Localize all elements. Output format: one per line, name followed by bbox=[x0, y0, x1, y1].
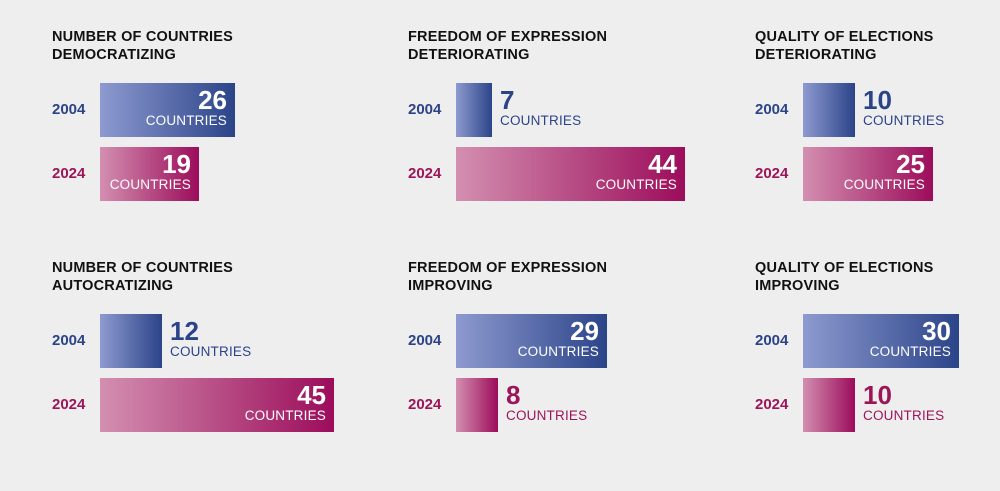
year-label: 2024 bbox=[755, 165, 789, 182]
bar-data-label: 44 COUNTRIES bbox=[456, 147, 677, 201]
chart-title-line: NUMBER OF COUNTRIES bbox=[52, 260, 234, 276]
bar bbox=[456, 378, 498, 432]
chart-title-line: NUMBER OF COUNTRIES bbox=[52, 29, 234, 45]
bar-value: 45 bbox=[297, 380, 326, 410]
bar-unit: COUNTRIES bbox=[506, 408, 588, 423]
bar-unit: COUNTRIES bbox=[843, 177, 925, 192]
bar-value: 10 bbox=[863, 85, 892, 115]
bar-data-label: 26 COUNTRIES bbox=[100, 83, 227, 137]
chart-panel: QUALITY OF ELECTIONS DETERIORATING 2004 10 C… bbox=[755, 28, 1000, 228]
bar-value: 26 bbox=[198, 85, 227, 115]
year-label: 2024 bbox=[755, 396, 789, 413]
bar-unit: COUNTRIES bbox=[145, 113, 227, 128]
chart-title-line: IMPROVING bbox=[408, 278, 493, 294]
chart-title-line: QUALITY OF ELECTIONS bbox=[755, 260, 934, 276]
bar-unit: COUNTRIES bbox=[595, 177, 677, 192]
year-label: 2024 bbox=[408, 396, 442, 413]
chart-panel: FREEDOM OF EXPRESSION IMPROVING 2004 29 COUN… bbox=[408, 259, 708, 459]
year-label: 2004 bbox=[408, 332, 442, 349]
chart-title-line: FREEDOM OF EXPRESSION bbox=[408, 29, 608, 45]
chart-panel: NUMBER OF COUNTRIES DEMOCRATIZING 2004 26 CO… bbox=[52, 28, 352, 228]
bar-value: 7 bbox=[500, 85, 515, 115]
bar-data-label: 12 COUNTRIES bbox=[170, 314, 251, 368]
chart-title: NUMBER OF COUNTRIES DEMOCRATIZING bbox=[52, 28, 352, 64]
chart-title: FREEDOM OF EXPRESSION DETERIORATING bbox=[408, 28, 708, 64]
chart-title-line: FREEDOM OF EXPRESSION bbox=[408, 260, 608, 276]
chart-panel: FREEDOM OF EXPRESSION DETERIORATING 2004 7 C… bbox=[408, 28, 708, 228]
chart-title-line: DETERIORATING bbox=[408, 47, 530, 63]
bar-value: 30 bbox=[922, 316, 951, 346]
year-label: 2004 bbox=[755, 332, 789, 349]
bar-unit: COUNTRIES bbox=[500, 113, 582, 128]
chart-panel: QUALITY OF ELECTIONS IMPROVING 2004 30 COUNT… bbox=[755, 259, 1000, 459]
bar-data-label: 29 COUNTRIES bbox=[456, 314, 599, 368]
chart-title: QUALITY OF ELECTIONS DETERIORATING bbox=[755, 28, 1000, 64]
year-label: 2004 bbox=[52, 101, 86, 118]
bar bbox=[803, 147, 933, 201]
year-label: 2024 bbox=[52, 396, 86, 413]
chart-title: FREEDOM OF EXPRESSION IMPROVING bbox=[408, 259, 708, 295]
bar-value: 19 bbox=[162, 149, 191, 179]
bar bbox=[100, 378, 334, 432]
bar-value: 29 bbox=[570, 316, 599, 346]
bar bbox=[456, 314, 607, 368]
bar-value: 25 bbox=[896, 149, 925, 179]
bar-value: 12 bbox=[170, 316, 199, 346]
bar bbox=[803, 314, 959, 368]
bar-unit: COUNTRIES bbox=[517, 344, 599, 359]
bar bbox=[100, 314, 162, 368]
bar bbox=[100, 147, 199, 201]
bar bbox=[100, 83, 235, 137]
bar-value: 8 bbox=[506, 380, 521, 410]
bar-unit: COUNTRIES bbox=[869, 344, 951, 359]
bar-data-label: 30 COUNTRIES bbox=[803, 314, 951, 368]
year-label: 2004 bbox=[755, 101, 789, 118]
bar-unit: COUNTRIES bbox=[244, 408, 326, 423]
chart-title-line: DETERIORATING bbox=[755, 47, 877, 63]
bar-data-label: 19 COUNTRIES bbox=[100, 147, 191, 201]
chart-title: QUALITY OF ELECTIONS IMPROVING bbox=[755, 259, 1000, 295]
bar-unit: COUNTRIES bbox=[109, 177, 191, 192]
year-label: 2024 bbox=[408, 165, 442, 182]
bar-data-label: 10 COUNTRIES bbox=[863, 83, 944, 137]
bar bbox=[456, 83, 492, 137]
bar-data-label: 7 COUNTRIES bbox=[500, 83, 581, 137]
chart-title-line: IMPROVING bbox=[755, 278, 840, 294]
year-label: 2024 bbox=[52, 165, 86, 182]
chart-title-line: DEMOCRATIZING bbox=[52, 47, 176, 63]
bar-value: 44 bbox=[648, 149, 677, 179]
bar bbox=[803, 378, 855, 432]
chart-title-line: AUTOCRATIZING bbox=[52, 278, 174, 294]
year-label: 2004 bbox=[52, 332, 86, 349]
bar-unit: COUNTRIES bbox=[863, 113, 945, 128]
bar-data-label: 10 COUNTRIES bbox=[863, 378, 944, 432]
chart-panel: NUMBER OF COUNTRIES AUTOCRATIZING 2004 12 CO… bbox=[52, 259, 352, 459]
chart-title: NUMBER OF COUNTRIES AUTOCRATIZING bbox=[52, 259, 352, 295]
bar-unit: COUNTRIES bbox=[170, 344, 252, 359]
bar bbox=[803, 83, 855, 137]
year-label: 2004 bbox=[408, 101, 442, 118]
chart-title-line: QUALITY OF ELECTIONS bbox=[755, 29, 934, 45]
bar bbox=[456, 147, 685, 201]
bar-data-label: 8 COUNTRIES bbox=[506, 378, 587, 432]
bar-data-label: 45 COUNTRIES bbox=[100, 378, 326, 432]
bar-unit: COUNTRIES bbox=[863, 408, 945, 423]
bar-value: 10 bbox=[863, 380, 892, 410]
bar-data-label: 25 COUNTRIES bbox=[803, 147, 925, 201]
